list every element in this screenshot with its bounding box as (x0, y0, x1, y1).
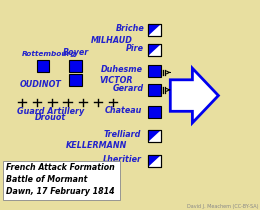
Bar (148, 106, 161, 118)
Text: Duhesme: Duhesme (100, 66, 142, 74)
Text: French Attack Formation: French Attack Formation (6, 163, 114, 172)
Polygon shape (148, 155, 161, 167)
Bar (148, 65, 161, 77)
Bar (37, 60, 49, 72)
Bar (148, 155, 161, 167)
Text: VICTOR: VICTOR (99, 76, 133, 85)
Text: Trelliard: Trelliard (104, 130, 141, 139)
Text: Boyer: Boyer (62, 48, 89, 57)
Bar (148, 84, 161, 96)
Bar (148, 24, 161, 36)
Text: Rottembourg: Rottembourg (22, 51, 77, 57)
Bar (148, 44, 161, 56)
Text: Chateau: Chateau (105, 106, 142, 115)
Text: Guard Artillery: Guard Artillery (17, 107, 84, 116)
Bar (148, 44, 161, 56)
Text: Lheritier: Lheritier (103, 155, 142, 164)
Text: David J. Meachem (CC-BY-SA): David J. Meachem (CC-BY-SA) (187, 204, 259, 209)
Polygon shape (148, 130, 161, 142)
Text: Pire: Pire (126, 44, 144, 53)
Text: Briche: Briche (115, 24, 144, 33)
Text: Drouot: Drouot (35, 113, 66, 122)
Bar (69, 60, 82, 72)
Bar (148, 24, 161, 36)
Text: Dawn, 17 February 1814: Dawn, 17 February 1814 (6, 187, 114, 196)
Bar (3, 161, 120, 200)
Polygon shape (170, 68, 218, 123)
Text: KELLERMANN: KELLERMANN (66, 142, 127, 150)
Text: OUDINOT: OUDINOT (19, 80, 61, 89)
Bar (69, 74, 82, 86)
Text: Battle of Mormant: Battle of Mormant (6, 175, 87, 184)
Bar (148, 155, 161, 167)
Polygon shape (148, 44, 161, 56)
Bar (148, 130, 161, 142)
Text: MILHAUD: MILHAUD (91, 36, 133, 45)
Bar (148, 130, 161, 142)
Polygon shape (148, 24, 161, 36)
Text: Gerard: Gerard (113, 84, 144, 93)
